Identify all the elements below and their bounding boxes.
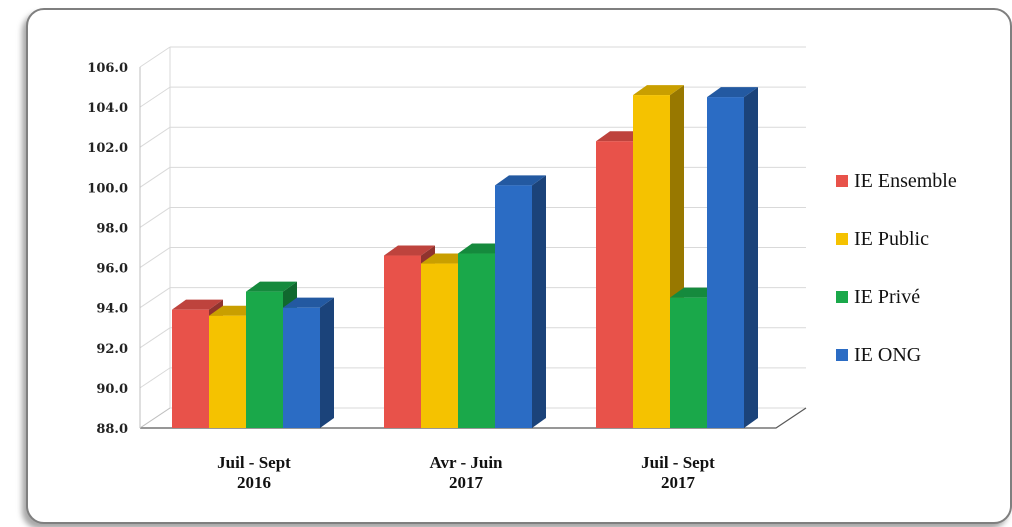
x-category-label: Avr - Juin: [429, 453, 503, 472]
y-tick-label: 100.0: [87, 181, 128, 196]
y-tick-label: 96.0: [96, 262, 128, 277]
legend-label: IE Ensemble: [854, 169, 957, 192]
gridline-diagonal: [139, 327, 171, 349]
bar-front: [633, 95, 670, 429]
legend-swatch: [836, 175, 848, 187]
gridline-diagonal: [139, 86, 171, 108]
bar-3-1: [495, 175, 546, 428]
bar-top: [172, 299, 223, 310]
bar-side: [744, 87, 758, 428]
y-tick-label: 106.0: [87, 61, 128, 76]
floor-edge: [140, 407, 807, 429]
bar-top: [633, 85, 684, 96]
bar-front: [495, 185, 532, 428]
y-tick-label: 102.0: [87, 141, 128, 156]
x-category-label: 2017: [449, 473, 484, 492]
bar-front: [209, 315, 246, 428]
y-tick-label: 94.0: [96, 302, 128, 317]
legend-item-ie-ong: IE ONG: [836, 326, 957, 384]
bar-front: [596, 141, 633, 428]
bar-top: [246, 281, 297, 292]
bar-front: [246, 291, 283, 428]
bar-front: [421, 263, 458, 428]
y-tick-label: 104.0: [87, 101, 128, 116]
legend-label: IE Privé: [854, 285, 921, 308]
legend-item-ie-prive: IE Privé: [836, 268, 957, 326]
y-tick-labels: 88.0 90.0 92.0 94.0 96.0 98.0 100.0 102.0 104.0 1…: [87, 61, 128, 437]
gridline-diagonal: [139, 367, 171, 389]
bar-front: [707, 97, 744, 428]
bar-side: [320, 297, 334, 428]
gridline-diagonal: [139, 166, 171, 188]
legend: IE Ensemble IE Public IE Privé IE ONG: [836, 152, 957, 384]
bar-3-2: [707, 87, 758, 428]
legend-swatch: [836, 291, 848, 303]
bar-top: [384, 245, 435, 256]
legend-label: IE Public: [854, 227, 929, 250]
gridline-diagonal: [139, 287, 171, 309]
gridline-diagonal: [139, 126, 171, 148]
y-tick-label: 88.0: [96, 422, 128, 437]
bar-front: [670, 297, 707, 428]
x-category-label: 2016: [237, 473, 271, 492]
bar-side: [532, 175, 546, 428]
bar-front: [384, 255, 421, 428]
bars: [172, 85, 758, 429]
floor-edge-left: [139, 407, 171, 429]
x-category-label: Juil - Sept: [641, 453, 715, 472]
gridline-diagonal: [139, 207, 171, 228]
bar-top: [495, 175, 546, 186]
x-category-label: 2017: [661, 473, 696, 492]
y-tick-label: 90.0: [96, 382, 128, 397]
gridline-diagonal: [139, 247, 171, 268]
axes: [139, 47, 807, 429]
legend-swatch: [836, 349, 848, 361]
bar-top: [283, 297, 334, 308]
legend-item-ie-ensemble: IE Ensemble: [836, 152, 957, 210]
legend-swatch: [836, 233, 848, 245]
y-tick-label: 92.0: [96, 342, 128, 357]
y-tick-label: 98.0: [96, 221, 128, 236]
x-category-label: Juil - Sept: [217, 453, 291, 472]
gridline-diagonal: [139, 46, 171, 68]
bar-front: [458, 253, 495, 428]
bar-3-0: [283, 297, 334, 428]
bar-front: [283, 307, 320, 428]
bar-front: [172, 309, 209, 428]
bar-top: [707, 87, 758, 98]
legend-item-ie-public: IE Public: [836, 210, 957, 268]
legend-label: IE ONG: [854, 343, 922, 366]
